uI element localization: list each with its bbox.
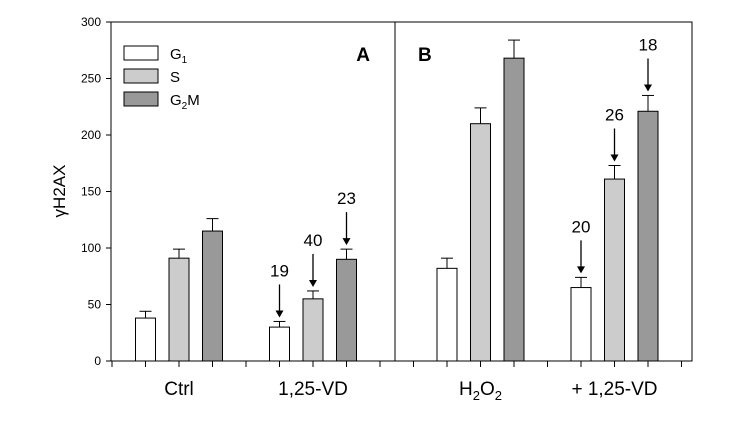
y-tick-label: 0 <box>94 354 101 368</box>
arrow-head <box>577 266 585 274</box>
category-label: 1,25-VD <box>278 379 348 400</box>
bar-g2m <box>202 230 223 362</box>
arrow-head <box>342 238 351 246</box>
legend-swatch-g1 <box>123 45 159 61</box>
bar-g2m <box>637 110 659 362</box>
y-tick-label: 50 <box>88 298 102 312</box>
annotation-label: 18 <box>639 35 658 54</box>
legend-label: S <box>170 69 180 86</box>
panel-label-b: B <box>418 45 432 66</box>
bar-s <box>604 178 625 362</box>
legend-label: G1 <box>170 46 188 66</box>
bar-s <box>168 257 190 362</box>
annotation-label: 40 <box>304 231 323 250</box>
y-tick-label: 100 <box>81 241 101 255</box>
bar-g1 <box>135 317 156 362</box>
bar-g2m <box>336 258 357 362</box>
arrow-head <box>275 310 284 318</box>
category-label: Ctrl <box>164 379 194 400</box>
y-tick-label: 200 <box>81 128 101 142</box>
arrow-head <box>610 154 619 162</box>
legend-swatch-g2m <box>123 91 159 107</box>
y-tick-label: 150 <box>81 185 101 199</box>
bar-s <box>470 123 491 362</box>
y-tick-label: 250 <box>81 72 101 86</box>
category-label: H2O2 <box>459 379 502 403</box>
bar-g2m <box>503 57 525 362</box>
panel-label-a: A <box>356 45 370 66</box>
arrow-head <box>644 84 652 92</box>
annotation-label: 23 <box>337 189 356 208</box>
y-tick-label: 300 <box>81 15 101 29</box>
annotation-label: 26 <box>605 106 624 125</box>
arrow-head <box>309 279 317 287</box>
y-axis-label: γH2AX <box>50 165 69 218</box>
bar-g1 <box>570 287 592 362</box>
legend-label: G2M <box>170 92 200 112</box>
bar-g1 <box>436 267 458 362</box>
bar-g1 <box>269 326 290 362</box>
legend-swatch-s <box>123 68 159 84</box>
annotation-label: 20 <box>572 217 591 236</box>
bar-s <box>302 298 324 362</box>
category-label: + 1,25-VD <box>571 379 657 400</box>
annotation-label: 19 <box>270 261 289 280</box>
